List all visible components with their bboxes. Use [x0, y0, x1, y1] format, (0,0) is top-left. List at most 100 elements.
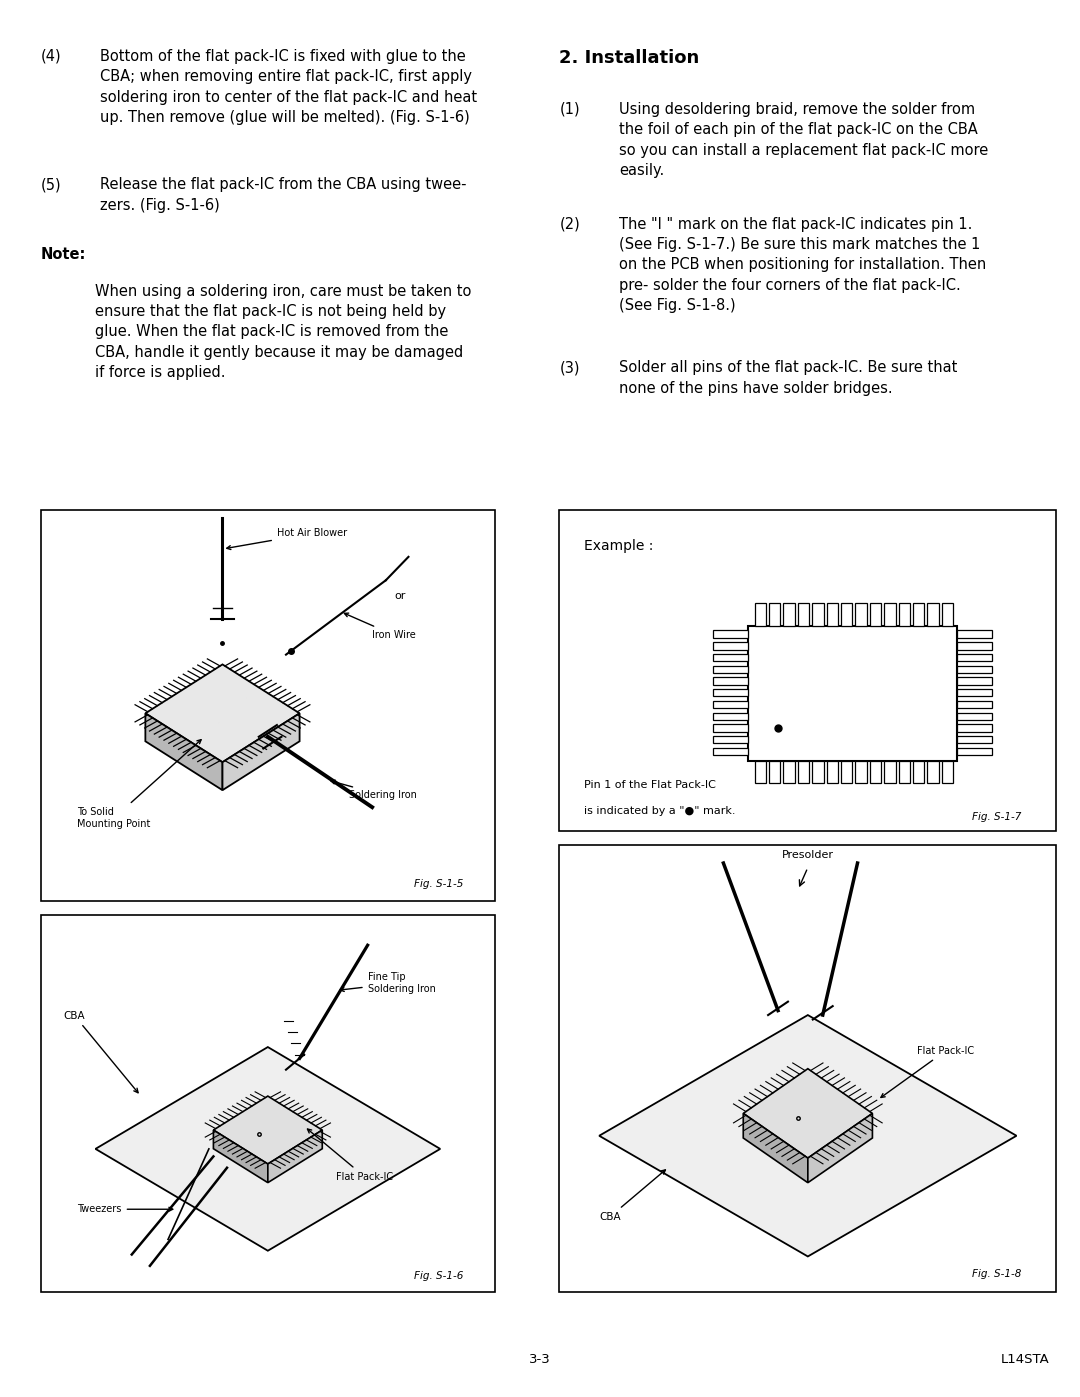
- Text: (3): (3): [559, 360, 580, 376]
- Polygon shape: [808, 1113, 873, 1183]
- Bar: [812, 760, 824, 782]
- Text: Note:: Note:: [41, 247, 86, 263]
- Bar: [769, 604, 781, 626]
- Polygon shape: [268, 1130, 322, 1183]
- Bar: [714, 643, 748, 650]
- Text: Tweezers: Tweezers: [78, 1204, 173, 1214]
- Bar: [714, 689, 748, 697]
- Bar: [559, 845, 1056, 1292]
- Bar: [957, 678, 991, 685]
- Bar: [826, 604, 838, 626]
- Bar: [812, 604, 824, 626]
- Bar: [769, 760, 781, 782]
- Text: (5): (5): [41, 177, 62, 193]
- Bar: [855, 760, 867, 782]
- Bar: [755, 604, 766, 626]
- Bar: [855, 604, 867, 626]
- Bar: [826, 760, 838, 782]
- Text: Release the flat pack-IC from the CBA using twee-
zers. (Fig. S-1-6): Release the flat pack-IC from the CBA us…: [100, 177, 467, 212]
- Polygon shape: [222, 714, 299, 791]
- Polygon shape: [214, 1097, 322, 1164]
- Bar: [869, 760, 881, 782]
- Bar: [559, 510, 1056, 831]
- Text: or: or: [395, 591, 406, 601]
- Text: CBA: CBA: [599, 1169, 665, 1222]
- Text: To Solid
Mounting Point: To Solid Mounting Point: [78, 739, 201, 828]
- Bar: [928, 760, 939, 782]
- Bar: [957, 701, 991, 708]
- Bar: [41, 510, 495, 901]
- Bar: [913, 604, 924, 626]
- Text: Fig. S-1-7: Fig. S-1-7: [972, 812, 1022, 821]
- Bar: [714, 712, 748, 719]
- Bar: [928, 604, 939, 626]
- Bar: [755, 760, 766, 782]
- Text: Bottom of the flat pack-IC is fixed with glue to the
CBA; when removing entire f: Bottom of the flat pack-IC is fixed with…: [100, 49, 477, 126]
- Bar: [714, 747, 748, 756]
- Bar: [885, 604, 895, 626]
- Bar: [714, 665, 748, 673]
- Bar: [899, 760, 910, 782]
- Text: Fig. S-1-5: Fig. S-1-5: [414, 879, 463, 890]
- Bar: [714, 724, 748, 732]
- Text: Solder all pins of the flat pack-IC. Be sure that
none of the pins have solder b: Solder all pins of the flat pack-IC. Be …: [619, 360, 957, 395]
- Polygon shape: [599, 1016, 1016, 1256]
- Bar: [869, 604, 881, 626]
- Polygon shape: [743, 1113, 808, 1183]
- Text: is indicated by a "●" mark.: is indicated by a "●" mark.: [584, 806, 735, 816]
- Text: Iron Wire: Iron Wire: [345, 613, 416, 640]
- Bar: [798, 604, 809, 626]
- Text: Using desoldering braid, remove the solder from
the foil of each pin of the flat: Using desoldering braid, remove the sold…: [619, 102, 988, 179]
- Bar: [714, 630, 748, 638]
- Text: 3-3: 3-3: [529, 1354, 551, 1366]
- Bar: [957, 643, 991, 650]
- Bar: [714, 654, 748, 661]
- Bar: [957, 665, 991, 673]
- Polygon shape: [743, 1069, 873, 1158]
- Bar: [783, 760, 795, 782]
- Polygon shape: [146, 714, 222, 791]
- Text: Fine Tip
Soldering Iron: Fine Tip Soldering Iron: [340, 972, 435, 993]
- Bar: [957, 689, 991, 697]
- Text: Fig. S-1-6: Fig. S-1-6: [414, 1271, 463, 1281]
- Text: Presolder: Presolder: [782, 849, 834, 859]
- Text: (1): (1): [559, 102, 580, 117]
- Bar: [783, 604, 795, 626]
- Bar: [942, 604, 954, 626]
- Text: Example :: Example :: [584, 539, 653, 553]
- Text: Flat Pack-IC: Flat Pack-IC: [881, 1046, 974, 1098]
- Bar: [714, 736, 748, 743]
- Bar: [798, 760, 809, 782]
- Bar: [841, 760, 852, 782]
- Bar: [913, 760, 924, 782]
- Bar: [41, 915, 495, 1292]
- Bar: [957, 736, 991, 743]
- Text: (2): (2): [559, 217, 580, 232]
- Text: Hot Air Blower: Hot Air Blower: [227, 528, 347, 549]
- Bar: [942, 760, 954, 782]
- Text: Flat Pack-IC: Flat Pack-IC: [308, 1129, 393, 1182]
- Bar: [885, 760, 895, 782]
- Bar: [899, 604, 910, 626]
- Text: L14STA: L14STA: [1001, 1354, 1050, 1366]
- Text: Soldering Iron: Soldering Iron: [330, 780, 417, 800]
- Bar: [714, 678, 748, 685]
- Bar: [748, 626, 957, 760]
- Bar: [957, 724, 991, 732]
- Polygon shape: [95, 1048, 441, 1250]
- Text: (4): (4): [41, 49, 62, 64]
- Text: Pin 1 of the Flat Pack-IC: Pin 1 of the Flat Pack-IC: [584, 780, 716, 789]
- Bar: [957, 747, 991, 756]
- Text: CBA: CBA: [64, 1010, 138, 1092]
- Bar: [841, 604, 852, 626]
- Text: The "I " mark on the flat pack-IC indicates pin 1.
(See Fig. S-1-7.) Be sure thi: The "I " mark on the flat pack-IC indica…: [619, 217, 986, 313]
- Bar: [957, 712, 991, 719]
- Bar: [957, 630, 991, 638]
- Bar: [714, 701, 748, 708]
- Polygon shape: [214, 1130, 268, 1183]
- Bar: [957, 654, 991, 661]
- Text: Fig. S-1-8: Fig. S-1-8: [972, 1268, 1022, 1278]
- Polygon shape: [146, 665, 299, 763]
- Text: When using a soldering iron, care must be taken to
ensure that the flat pack-IC : When using a soldering iron, care must b…: [95, 284, 471, 380]
- Text: 2. Installation: 2. Installation: [559, 49, 700, 67]
